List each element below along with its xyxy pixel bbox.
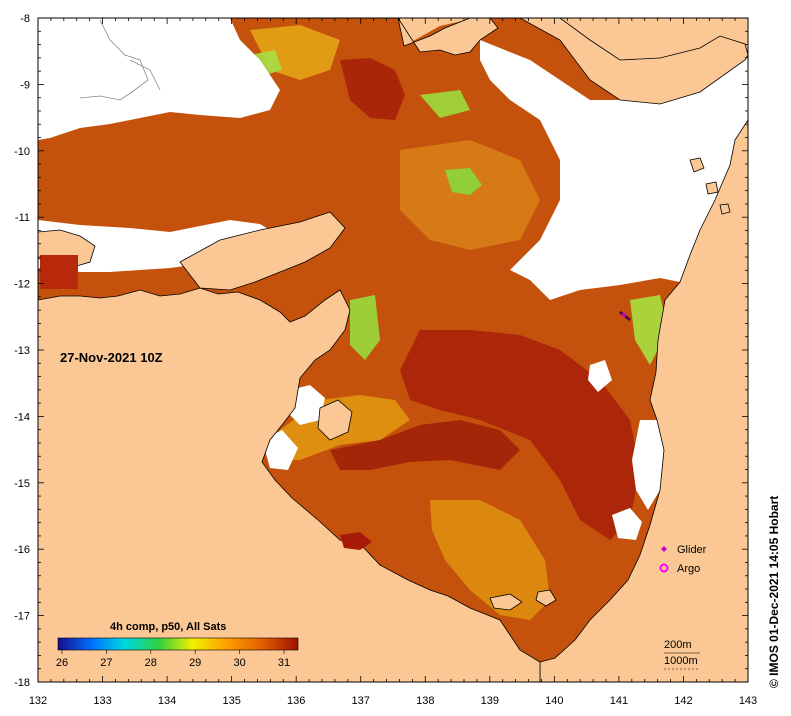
colorbar-tick-label: 30 xyxy=(233,657,245,669)
y-tick-label: -9 xyxy=(20,79,30,91)
y-tick-label: -15 xyxy=(14,478,30,490)
x-tick-label: 139 xyxy=(481,695,499,707)
plot-area xyxy=(37,17,749,683)
x-tick-label: 134 xyxy=(158,695,176,707)
x-tick-label: 132 xyxy=(29,695,47,707)
land-papua-east xyxy=(519,17,749,105)
no-data-gap-north xyxy=(38,18,280,140)
ring-icon xyxy=(659,563,669,573)
diamond-icon xyxy=(661,546,667,552)
x-tick-label: 133 xyxy=(93,695,111,707)
sst-hot-strip xyxy=(330,420,520,470)
sst-hot-north xyxy=(340,58,405,120)
sst-green-patch-5 xyxy=(250,50,282,76)
colorbar-tick-label: 26 xyxy=(56,657,68,669)
colorbar-ticks: 26 27 28 29 30 31 xyxy=(56,650,290,669)
contour-label-200m: 200m xyxy=(664,639,692,651)
date-label: 27-Nov-2021 10Z xyxy=(60,350,163,365)
land-arnhem-peninsula xyxy=(179,211,346,291)
colorbar-tick-label: 27 xyxy=(100,657,112,669)
no-data-gap-southwest xyxy=(262,430,298,470)
colorbar-title: 4h comp, p50, All Sats xyxy=(110,621,226,633)
colorbar-tick-label: 29 xyxy=(189,657,201,669)
legend-label-glider: Glider xyxy=(677,544,707,556)
y-tick-label: -10 xyxy=(14,146,30,158)
land-groote-eylandt xyxy=(317,399,353,441)
x-tick-label: 138 xyxy=(416,695,434,707)
x-tick-label: 141 xyxy=(610,695,628,707)
y-axis: -8 -9 -10 -11 -12 -13 -14 -15 -16 -17 -18 xyxy=(14,13,748,689)
land-northern-territory xyxy=(37,287,541,683)
sst-hot-patch-west xyxy=(40,255,78,289)
colorbar-gradient-bar xyxy=(57,637,299,651)
land-torres-islands xyxy=(689,157,731,215)
no-data-gap-northeast xyxy=(480,40,748,300)
colorbar-tick-label: 31 xyxy=(278,657,290,669)
land-wellesley-islands xyxy=(535,589,557,607)
x-tick-label: 140 xyxy=(545,695,563,707)
river-lines xyxy=(79,19,161,101)
x-tick-label: 143 xyxy=(739,695,757,707)
x-tick-label: 135 xyxy=(222,695,240,707)
sst-green-patch-1 xyxy=(445,168,482,195)
x-tick-label: 137 xyxy=(352,695,370,707)
y-tick-label: -12 xyxy=(14,279,30,291)
no-data-gap-small xyxy=(588,360,612,392)
observation-legend: Glider Argo xyxy=(659,544,707,575)
y-tick-label: -17 xyxy=(14,611,30,623)
sst-hot-patch-south xyxy=(340,532,372,550)
contour-label-1000m: 1000m xyxy=(664,655,698,667)
legend-label-argo: Argo xyxy=(677,563,700,575)
y-tick-label: -13 xyxy=(14,345,30,357)
y-tick-label: -8 xyxy=(20,13,30,25)
x-axis: 132 133 134 135 136 137 138 139 140 141 142 143 xyxy=(29,18,757,707)
sst-hot-core xyxy=(400,330,640,540)
y-tick-label: -18 xyxy=(14,677,30,689)
glider-track xyxy=(619,311,631,321)
land-papua-new-guinea xyxy=(397,17,499,56)
land-mornington-island xyxy=(489,593,523,611)
no-data-gap-east-coast xyxy=(632,420,664,510)
y-tick-label: -11 xyxy=(15,212,30,224)
no-data-gap-southeast xyxy=(612,508,642,540)
x-tick-label: 142 xyxy=(674,695,692,707)
y-tick-label: -14 xyxy=(14,411,30,423)
contour-legend: 200m 1000m xyxy=(664,639,700,670)
credit-text: © IMOS 01-Dec-2021 14:05 Hobart xyxy=(767,496,781,688)
sst-cool-patch-south xyxy=(430,500,550,620)
sst-green-patch-3 xyxy=(350,295,380,360)
y-tick-label: -16 xyxy=(14,544,30,556)
colorbar-tick-label: 28 xyxy=(145,657,157,669)
colorbar: 4h comp, p50, All Sats 26 27 28 29 30 31 xyxy=(56,621,299,669)
sst-green-patch-4 xyxy=(420,90,470,118)
x-tick-label: 136 xyxy=(287,695,305,707)
legend-item-glider: Glider xyxy=(661,544,707,556)
land-cape-york xyxy=(539,118,749,683)
legend-item-argo: Argo xyxy=(659,563,700,575)
